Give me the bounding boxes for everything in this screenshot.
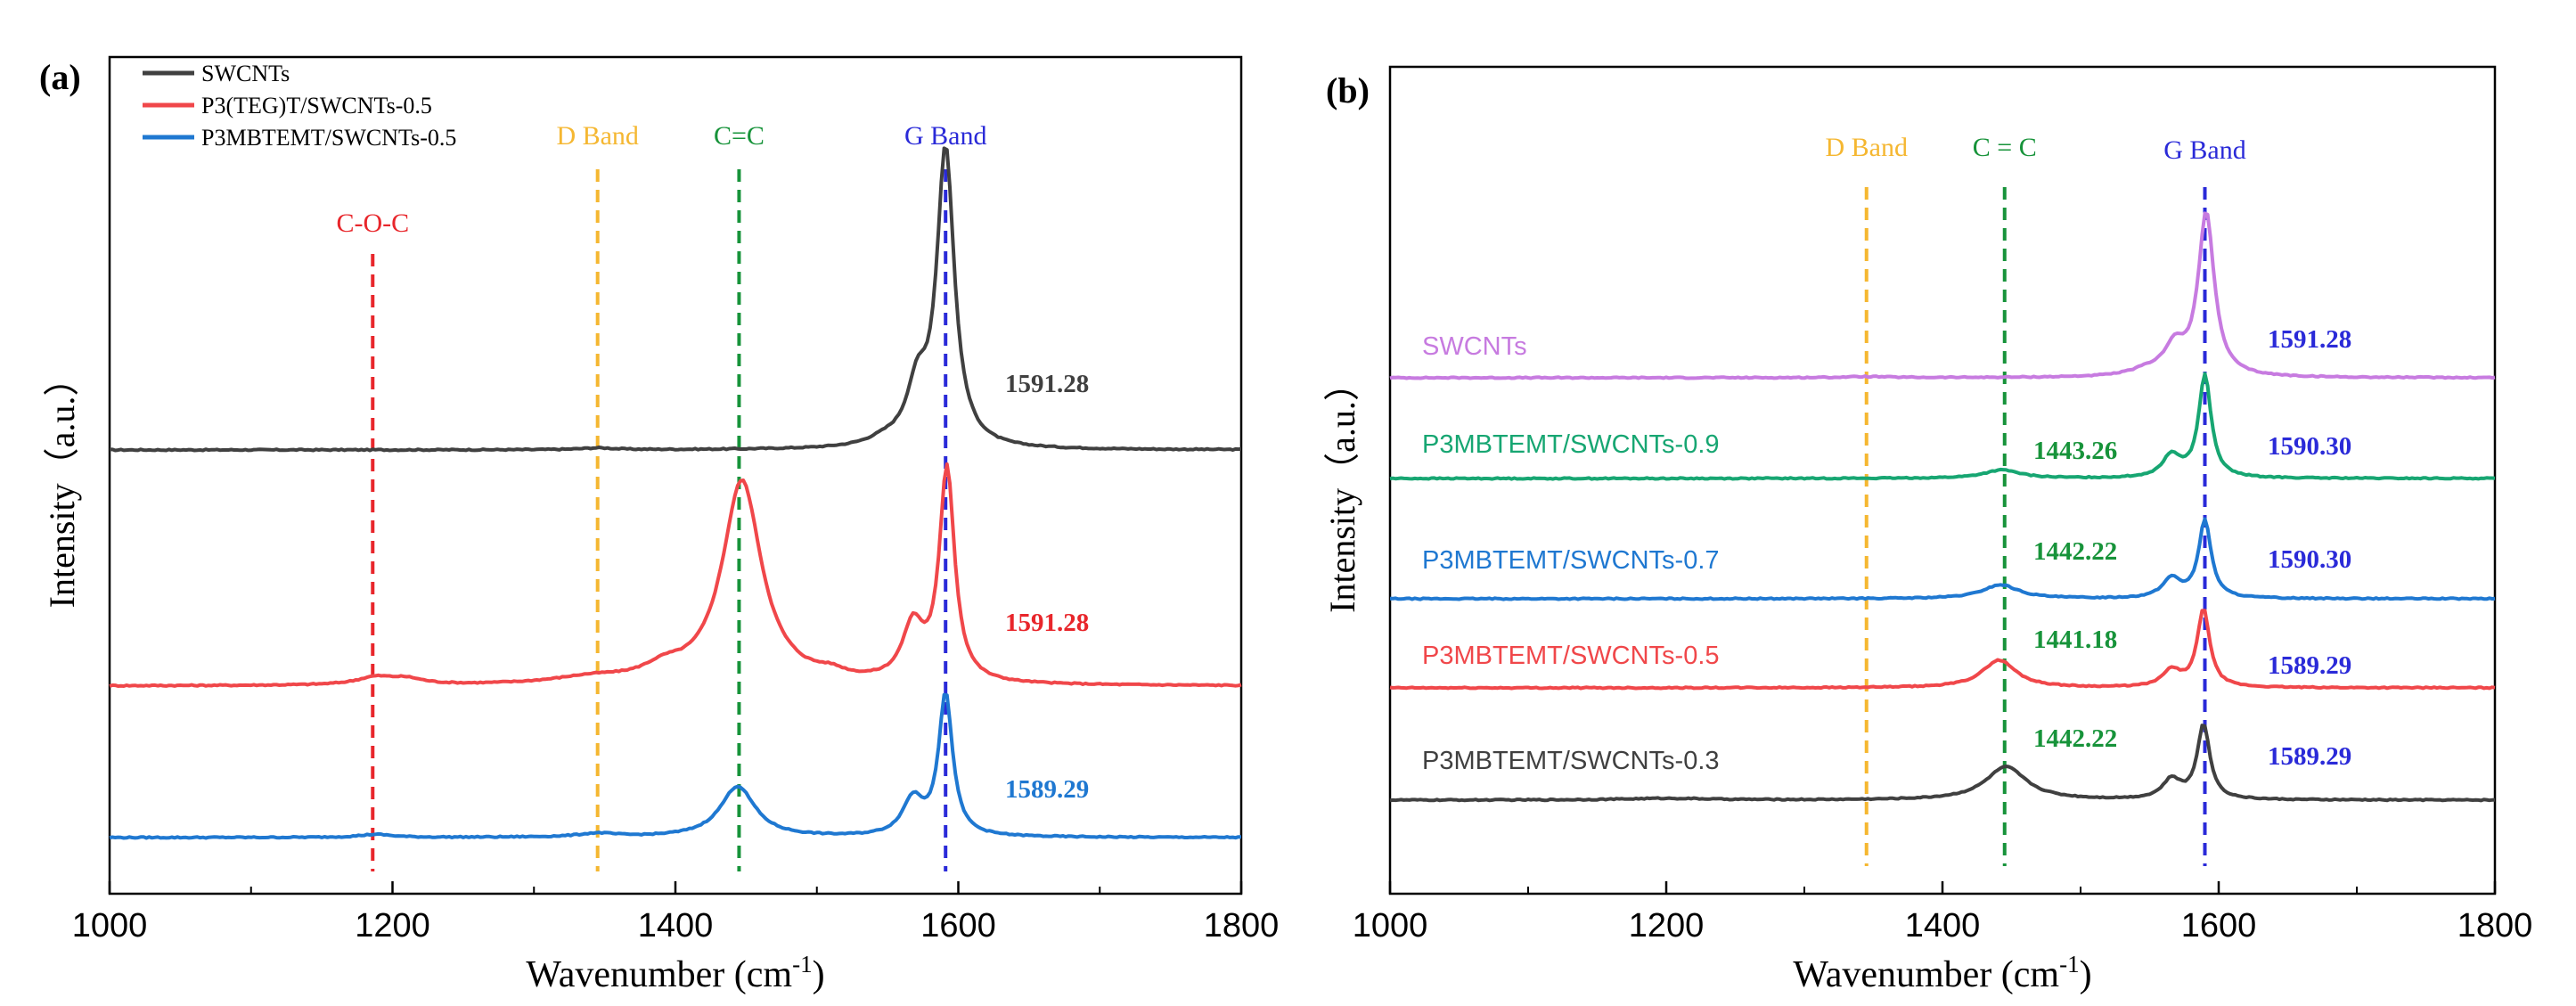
spectrum-line bbox=[1389, 609, 2496, 691]
spectrum-line bbox=[1389, 372, 2496, 481]
y-axis-label: Intensity（a.u.） bbox=[42, 361, 82, 609]
series-name-label: P3MBTEMT/SWCNTs-0.9 bbox=[1422, 430, 1720, 459]
x-tick-label: 1400 bbox=[1905, 907, 1981, 945]
reference-line-label: C=C bbox=[714, 121, 765, 151]
x-tick-label: 1200 bbox=[355, 907, 430, 945]
peak-value-label: 1589.29 bbox=[2268, 742, 2351, 771]
reference-line-label: D Band bbox=[1826, 133, 1909, 162]
x-tick-label: 1000 bbox=[1353, 907, 1428, 945]
x-tick-label: 1600 bbox=[920, 907, 996, 945]
reference-line-label: G Band bbox=[904, 121, 987, 151]
cc-peak-value-label: 1441.18 bbox=[2033, 626, 2117, 654]
plot-frame bbox=[108, 55, 1243, 896]
spectrum-line bbox=[1389, 724, 2496, 803]
x-axis-label: Wavenumber (cm-1) bbox=[526, 951, 824, 995]
legend-label: P3(TEG)T/SWCNTs-0.5 bbox=[201, 93, 432, 119]
series-name-label: SWCNTs bbox=[1422, 332, 1527, 361]
series-name-label: P3MBTEMT/SWCNTs-0.5 bbox=[1422, 642, 1720, 670]
x-tick-label: 1800 bbox=[1204, 907, 1280, 945]
reference-line-label: C-O-C bbox=[336, 209, 409, 238]
x-tick-label: 1000 bbox=[72, 907, 148, 945]
spectrum-line bbox=[1389, 211, 2496, 380]
peak-value-label: 1591.28 bbox=[2268, 325, 2351, 354]
reference-line-label: C = C bbox=[1973, 133, 2037, 162]
reference-line-label: D Band bbox=[556, 121, 639, 151]
x-tick-label: 1200 bbox=[1629, 907, 1705, 945]
panel-b: 1000 1200 1400 1600 1800 Wavenumber (cm-1) Int… bbox=[1322, 65, 2533, 995]
peak-value-label: 1589.29 bbox=[1005, 775, 1089, 804]
spectrum-line bbox=[109, 692, 1241, 840]
series-name-label: P3MBTEMT/SWCNTs-0.7 bbox=[1422, 546, 1720, 575]
peak-value-label: 1591.28 bbox=[1005, 609, 1089, 637]
x-tick-label: 1600 bbox=[2181, 907, 2257, 945]
y-axis-label: Intensity（a.u.） bbox=[1322, 365, 1362, 613]
panel-label: (a) bbox=[39, 57, 81, 97]
legend-label: P3MBTEMT/SWCNTs-0.5 bbox=[201, 125, 456, 151]
cc-peak-value-label: 1442.22 bbox=[2033, 724, 2117, 753]
x-tick-label: 1800 bbox=[2457, 907, 2533, 945]
peak-value-label: 1590.30 bbox=[2268, 432, 2351, 461]
peak-value-label: 1589.29 bbox=[2268, 651, 2351, 680]
series-name-label: P3MBTEMT/SWCNTs-0.3 bbox=[1422, 747, 1720, 775]
x-axis-label: Wavenumber (cm-1) bbox=[1793, 951, 2091, 995]
peak-value-label: 1590.30 bbox=[2268, 545, 2351, 574]
x-tick-label: 1400 bbox=[638, 907, 714, 945]
spectrum-line bbox=[109, 462, 1242, 688]
spectrum-line bbox=[1390, 517, 2496, 601]
cc-peak-value-label: 1442.22 bbox=[2033, 537, 2117, 566]
cc-peak-value-label: 1443.26 bbox=[2033, 437, 2117, 465]
peak-value-label: 1591.28 bbox=[1005, 370, 1089, 398]
panel-label: (b) bbox=[1326, 70, 1370, 110]
legend-label: SWCNTs bbox=[201, 61, 290, 86]
spectrum-line bbox=[110, 146, 1242, 453]
reference-line-label: G Band bbox=[2163, 135, 2246, 165]
panel-a: 1000 1200 1400 1600 1800 Wavenumber (cm-1) Int… bbox=[39, 55, 1280, 995]
